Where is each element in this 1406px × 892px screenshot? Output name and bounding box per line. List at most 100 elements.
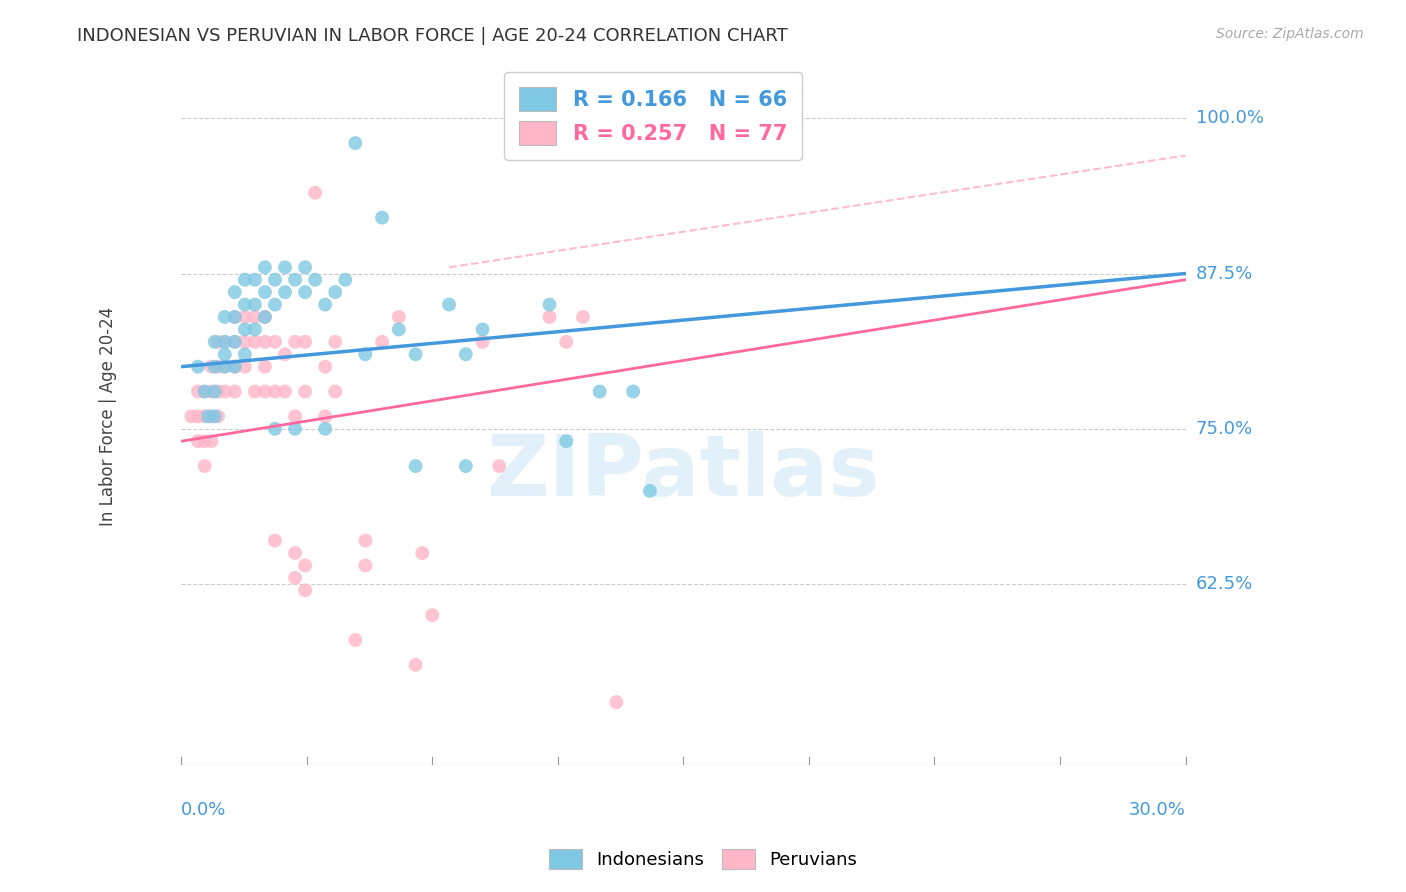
Point [294,384,316,399]
Point [214,334,236,349]
Point [294,334,316,349]
Point [354,558,377,573]
Point [214,347,236,361]
Text: 100.0%: 100.0% [1195,109,1264,128]
Point [284,546,307,560]
Text: 0.0%: 0.0% [181,802,226,820]
Point [233,310,256,324]
Point [214,359,236,374]
Point [284,334,307,349]
Point [197,409,219,424]
Point [638,483,661,498]
Point [187,384,209,399]
Point [253,310,276,324]
Point [187,359,209,374]
Point [264,533,287,548]
Point [323,285,346,300]
Point [284,409,307,424]
Point [233,359,256,374]
Point [264,422,287,436]
Point [264,384,287,399]
Point [224,359,246,374]
Point [187,434,209,449]
Point [323,334,346,349]
Point [589,384,612,399]
Point [488,458,510,473]
Point [253,384,276,399]
Point [471,334,494,349]
Point [233,273,256,287]
Point [405,657,427,672]
Point [284,571,307,585]
Point [194,409,217,424]
Text: 62.5%: 62.5% [1195,575,1253,593]
Point [253,285,276,300]
Point [371,211,394,225]
Text: INDONESIAN VS PERUVIAN IN LABOR FORCE | AGE 20-24 CORRELATION CHART: INDONESIAN VS PERUVIAN IN LABOR FORCE | … [77,27,789,45]
Point [284,273,307,287]
Point [224,334,246,349]
Point [200,384,222,399]
Point [207,334,229,349]
Point [274,384,297,399]
Point [253,359,276,374]
Point [204,334,226,349]
Point [405,347,427,361]
Point [294,558,316,573]
Text: ZIPatlas: ZIPatlas [486,431,880,514]
Point [233,297,256,311]
Point [605,695,627,709]
Point [354,533,377,548]
Point [224,285,246,300]
Point [194,434,217,449]
Point [233,347,256,361]
Point [187,409,209,424]
Point [207,384,229,399]
Point [243,310,266,324]
Point [304,186,326,200]
Text: In Labor Force | Age 20-24: In Labor Force | Age 20-24 [98,307,117,526]
Point [204,409,226,424]
Point [314,297,336,311]
Point [274,347,297,361]
Point [194,384,217,399]
Point [294,260,316,275]
Legend: Indonesians, Peruvians: Indonesians, Peruvians [540,839,866,879]
Point [243,384,266,399]
Point [555,334,578,349]
Point [274,260,297,275]
Point [665,112,688,126]
Point [621,384,644,399]
Point [194,458,217,473]
Point [180,409,202,424]
Point [294,285,316,300]
Point [354,347,377,361]
Point [294,583,316,598]
Point [200,359,222,374]
Point [314,359,336,374]
Point [214,310,236,324]
Point [264,297,287,311]
Point [304,273,326,287]
Point [243,297,266,311]
Text: 87.5%: 87.5% [1195,265,1253,283]
Point [253,334,276,349]
Point [471,322,494,336]
Point [253,310,276,324]
Point [224,310,246,324]
Point [454,458,477,473]
Point [243,322,266,336]
Point [207,359,229,374]
Point [274,285,297,300]
Point [233,322,256,336]
Point [314,422,336,436]
Point [224,310,246,324]
Text: 75.0%: 75.0% [1195,420,1253,438]
Point [243,334,266,349]
Point [420,608,443,623]
Point [405,458,427,473]
Point [538,310,561,324]
Point [204,384,226,399]
Point [224,334,246,349]
Point [371,334,394,349]
